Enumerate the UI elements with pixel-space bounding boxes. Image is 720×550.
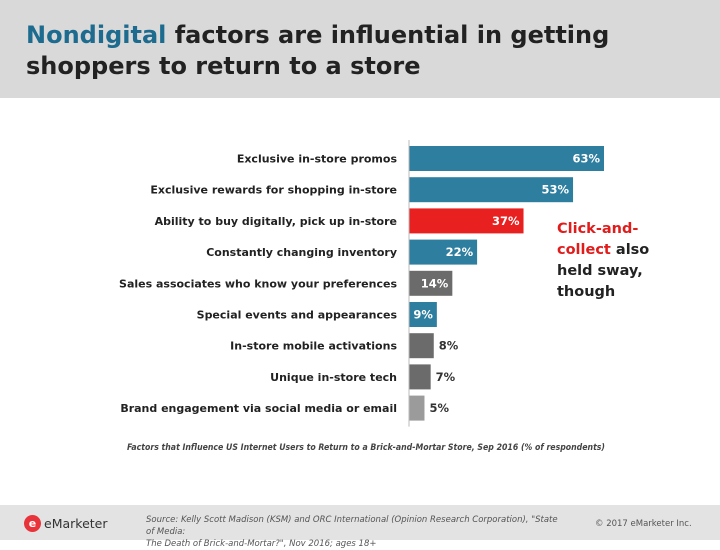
callout-highlight: Click-and-collect [557, 221, 639, 258]
bar-chart: Exclusive in-store promos 63% Exclusive re… [119, 140, 605, 453]
copyright: © 2017 eMarketer Inc. [595, 519, 692, 529]
value-label-6: 9% [413, 308, 433, 322]
value-label-4: 22% [446, 245, 474, 259]
bar-5 [409, 270, 453, 296]
value-label-1: 63% [572, 152, 600, 166]
source-line-1: Source: Kelly Scott Madison (KSM) and OR… [146, 515, 558, 537]
value-label-3: 37% [492, 214, 520, 228]
callout-rest: also held sway, though [557, 242, 650, 300]
source-note: Source: Kelly Scott Madison (KSM) and OR… [146, 514, 566, 550]
footer-bar [0, 505, 720, 540]
callout-note: Click-and-collect also held sway, though [557, 219, 687, 303]
value-label-8: 7% [436, 370, 456, 384]
bar-8 [409, 364, 431, 390]
slide-header [0, 0, 720, 98]
bar-7 [409, 333, 434, 359]
logo-e-icon: e [24, 515, 41, 532]
bar-3 [409, 208, 524, 234]
value-label-5: 14% [421, 276, 449, 290]
bar-6 [409, 302, 437, 327]
category-label-6: Special events and appearances [197, 309, 398, 322]
category-label-7: In-store mobile activations [230, 340, 397, 353]
category-label-2: Exclusive rewards for shopping in-store [150, 184, 397, 197]
category-label-5: Sales associates who know your preferenc… [119, 277, 397, 290]
chart-caption: Factors that Influence US Internet Users… [127, 443, 605, 453]
bar-4 [409, 239, 478, 265]
category-label-4: Constantly changing inventory [206, 246, 397, 259]
slide-title: Nondigital factors are influential in ge… [26, 20, 706, 82]
bar-9 [409, 395, 425, 421]
bar-1 [409, 146, 604, 171]
category-label-8: Unique in-store tech [270, 371, 397, 384]
value-label-7: 8% [439, 339, 459, 353]
value-label-2: 53% [542, 183, 570, 197]
category-label-9: Brand engagement via social media or ema… [120, 402, 397, 415]
logo-text: eMarketer [44, 516, 108, 531]
emarketer-logo: e eMarketer [24, 515, 134, 533]
category-label-1: Exclusive in-store promos [237, 153, 398, 166]
category-label-3: Ability to buy digitally, pick up in-sto… [155, 215, 397, 228]
title-highlight: Nondigital [26, 21, 167, 49]
title-rest: factors are influential in getting shopp… [26, 21, 610, 80]
value-label-9: 5% [429, 401, 449, 415]
bar-2 [409, 177, 574, 203]
